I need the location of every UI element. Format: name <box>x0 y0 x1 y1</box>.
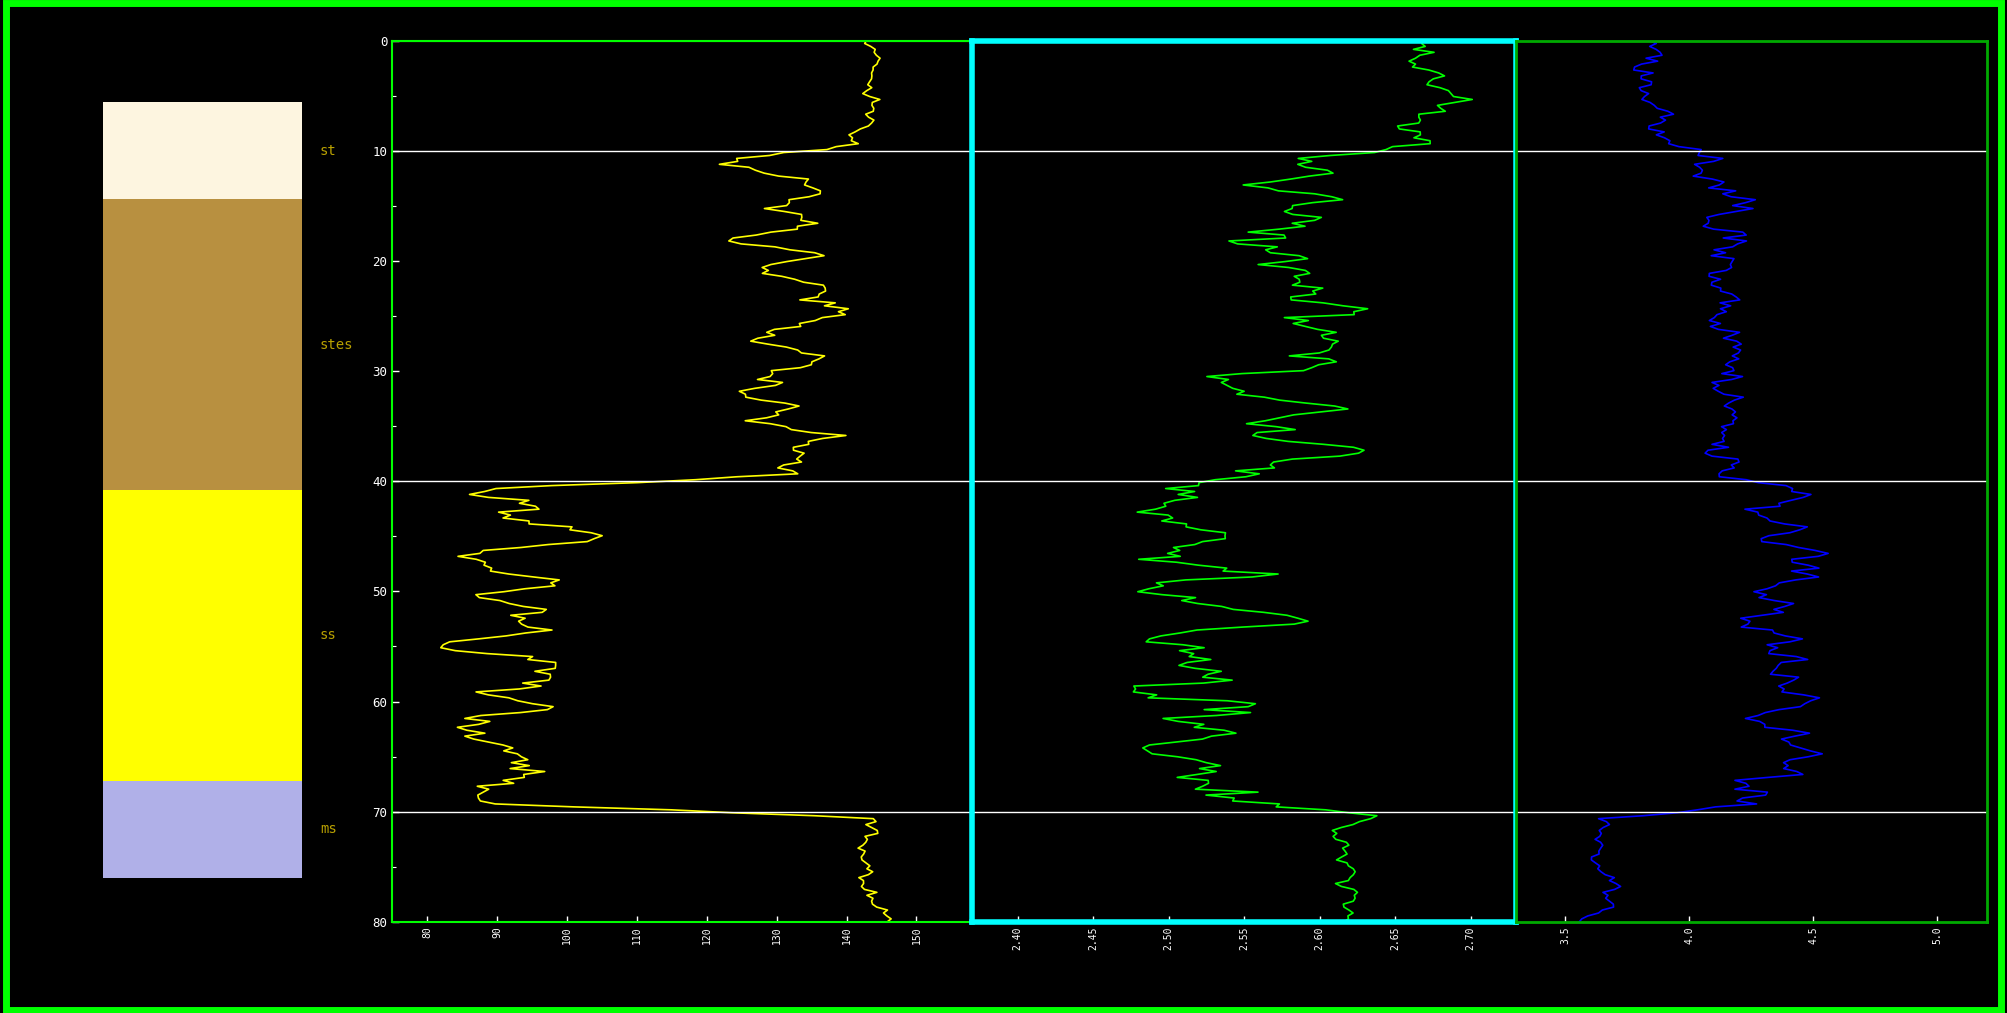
Bar <box>102 490 301 781</box>
Bar <box>102 781 301 877</box>
Text: stes: stes <box>319 337 353 352</box>
Bar <box>102 200 301 490</box>
Text: ms: ms <box>319 823 337 837</box>
Text: ss: ss <box>319 628 337 642</box>
Bar <box>102 102 301 200</box>
Text: st: st <box>319 144 337 158</box>
